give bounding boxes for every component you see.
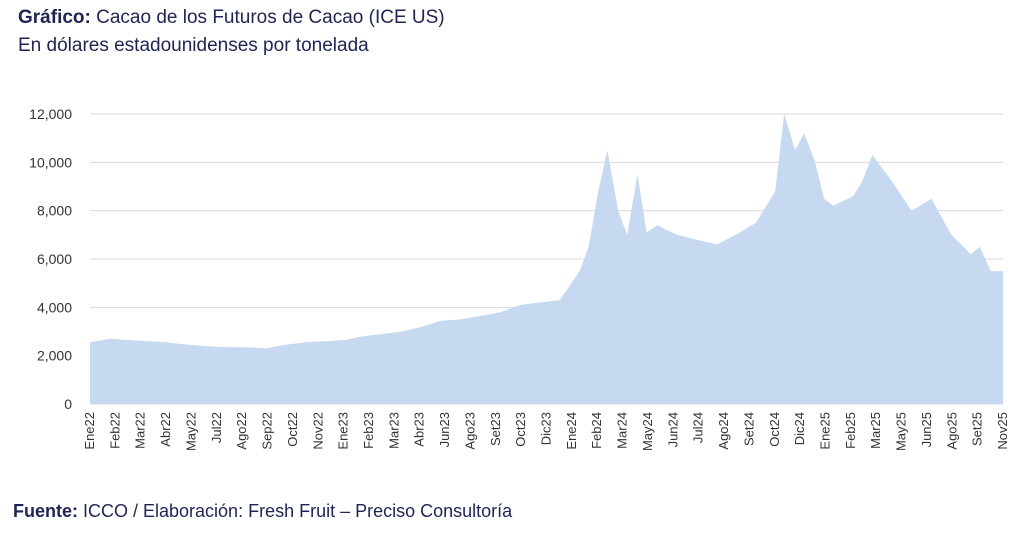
x-tick-label: Sep22 xyxy=(260,412,275,450)
chart-title: Gráfico: Cacao de los Futuros de Cacao (… xyxy=(18,7,445,29)
source-text: ICCO / Elaboración: Fresh Fruit – Precis… xyxy=(78,501,513,521)
x-tick-label: Jul24 xyxy=(691,412,706,443)
x-tick-label: Ene22 xyxy=(82,412,97,450)
area-path xyxy=(90,114,1003,404)
x-tick-label: Jun24 xyxy=(665,412,680,447)
x-tick-label: Ene24 xyxy=(564,412,579,450)
x-tick-label: Set23 xyxy=(488,412,503,446)
x-tick-label: Jun25 xyxy=(919,412,934,447)
x-tick-label: Ene23 xyxy=(336,412,351,450)
y-tick-label: 12,000 xyxy=(29,106,72,122)
x-tick-label: Dic23 xyxy=(539,412,554,445)
x-tick-label: Ago22 xyxy=(234,412,249,450)
x-tick-label: Feb25 xyxy=(843,412,858,449)
source-footer: Fuente: ICCO / Elaboración: Fresh Fruit … xyxy=(13,501,512,522)
area-series xyxy=(90,114,1003,404)
x-tick-label: Mar25 xyxy=(868,412,883,449)
x-tick-label: Abr23 xyxy=(412,412,427,447)
x-tick-label: Ago25 xyxy=(944,412,959,450)
y-tick-label: 0 xyxy=(64,396,72,412)
x-tick-label: Nov25 xyxy=(995,412,1010,450)
x-tick-label: May25 xyxy=(894,412,909,451)
x-tick-label: Oct22 xyxy=(285,412,300,447)
x-tick-label: Feb22 xyxy=(107,412,122,449)
y-tick-label: 2,000 xyxy=(37,348,72,364)
x-tick-label: May22 xyxy=(183,412,198,451)
x-tick-label: Set25 xyxy=(970,412,985,446)
x-tick-label: Abr22 xyxy=(158,412,173,447)
y-axis-labels: 0 2,000 4,000 6,000 8,000 10,000 12,000 xyxy=(29,106,72,412)
x-axis-labels: Ene22 Feb22 Mar22 Abr22 May22 Jul22 Ago22 Sep22… xyxy=(82,412,1010,451)
x-tick-label: Ene25 xyxy=(818,412,833,450)
chart-title-text: Cacao de los Futuros de Cacao (ICE US) xyxy=(90,7,445,28)
x-tick-label: Feb23 xyxy=(361,412,376,449)
x-tick-label: Dic24 xyxy=(792,412,807,445)
chart-title-label: Gráfico: xyxy=(18,7,91,28)
x-tick-label: Nov22 xyxy=(310,412,325,450)
x-tick-label: May24 xyxy=(640,412,655,451)
x-tick-label: Oct24 xyxy=(767,412,782,447)
source-label: Fuente: xyxy=(13,501,78,521)
x-tick-label: Mar22 xyxy=(133,412,148,449)
y-tick-label: 10,000 xyxy=(29,154,72,170)
x-tick-label: Feb24 xyxy=(589,412,604,449)
x-tick-label: Mar24 xyxy=(615,412,630,449)
y-tick-label: 8,000 xyxy=(37,203,72,219)
x-tick-label: Jul22 xyxy=(209,412,224,443)
x-tick-label: Set24 xyxy=(741,412,756,446)
x-tick-label: Mar23 xyxy=(386,412,401,449)
x-tick-label: Ago23 xyxy=(462,412,477,450)
x-tick-label: Oct23 xyxy=(513,412,528,447)
x-tick-label: Ago24 xyxy=(716,412,731,450)
y-tick-label: 6,000 xyxy=(37,251,72,267)
chart-subtitle: En dólares estadounidenses por tonelada xyxy=(18,35,369,56)
y-tick-label: 4,000 xyxy=(37,299,72,315)
x-tick-label: Jun23 xyxy=(437,412,452,447)
